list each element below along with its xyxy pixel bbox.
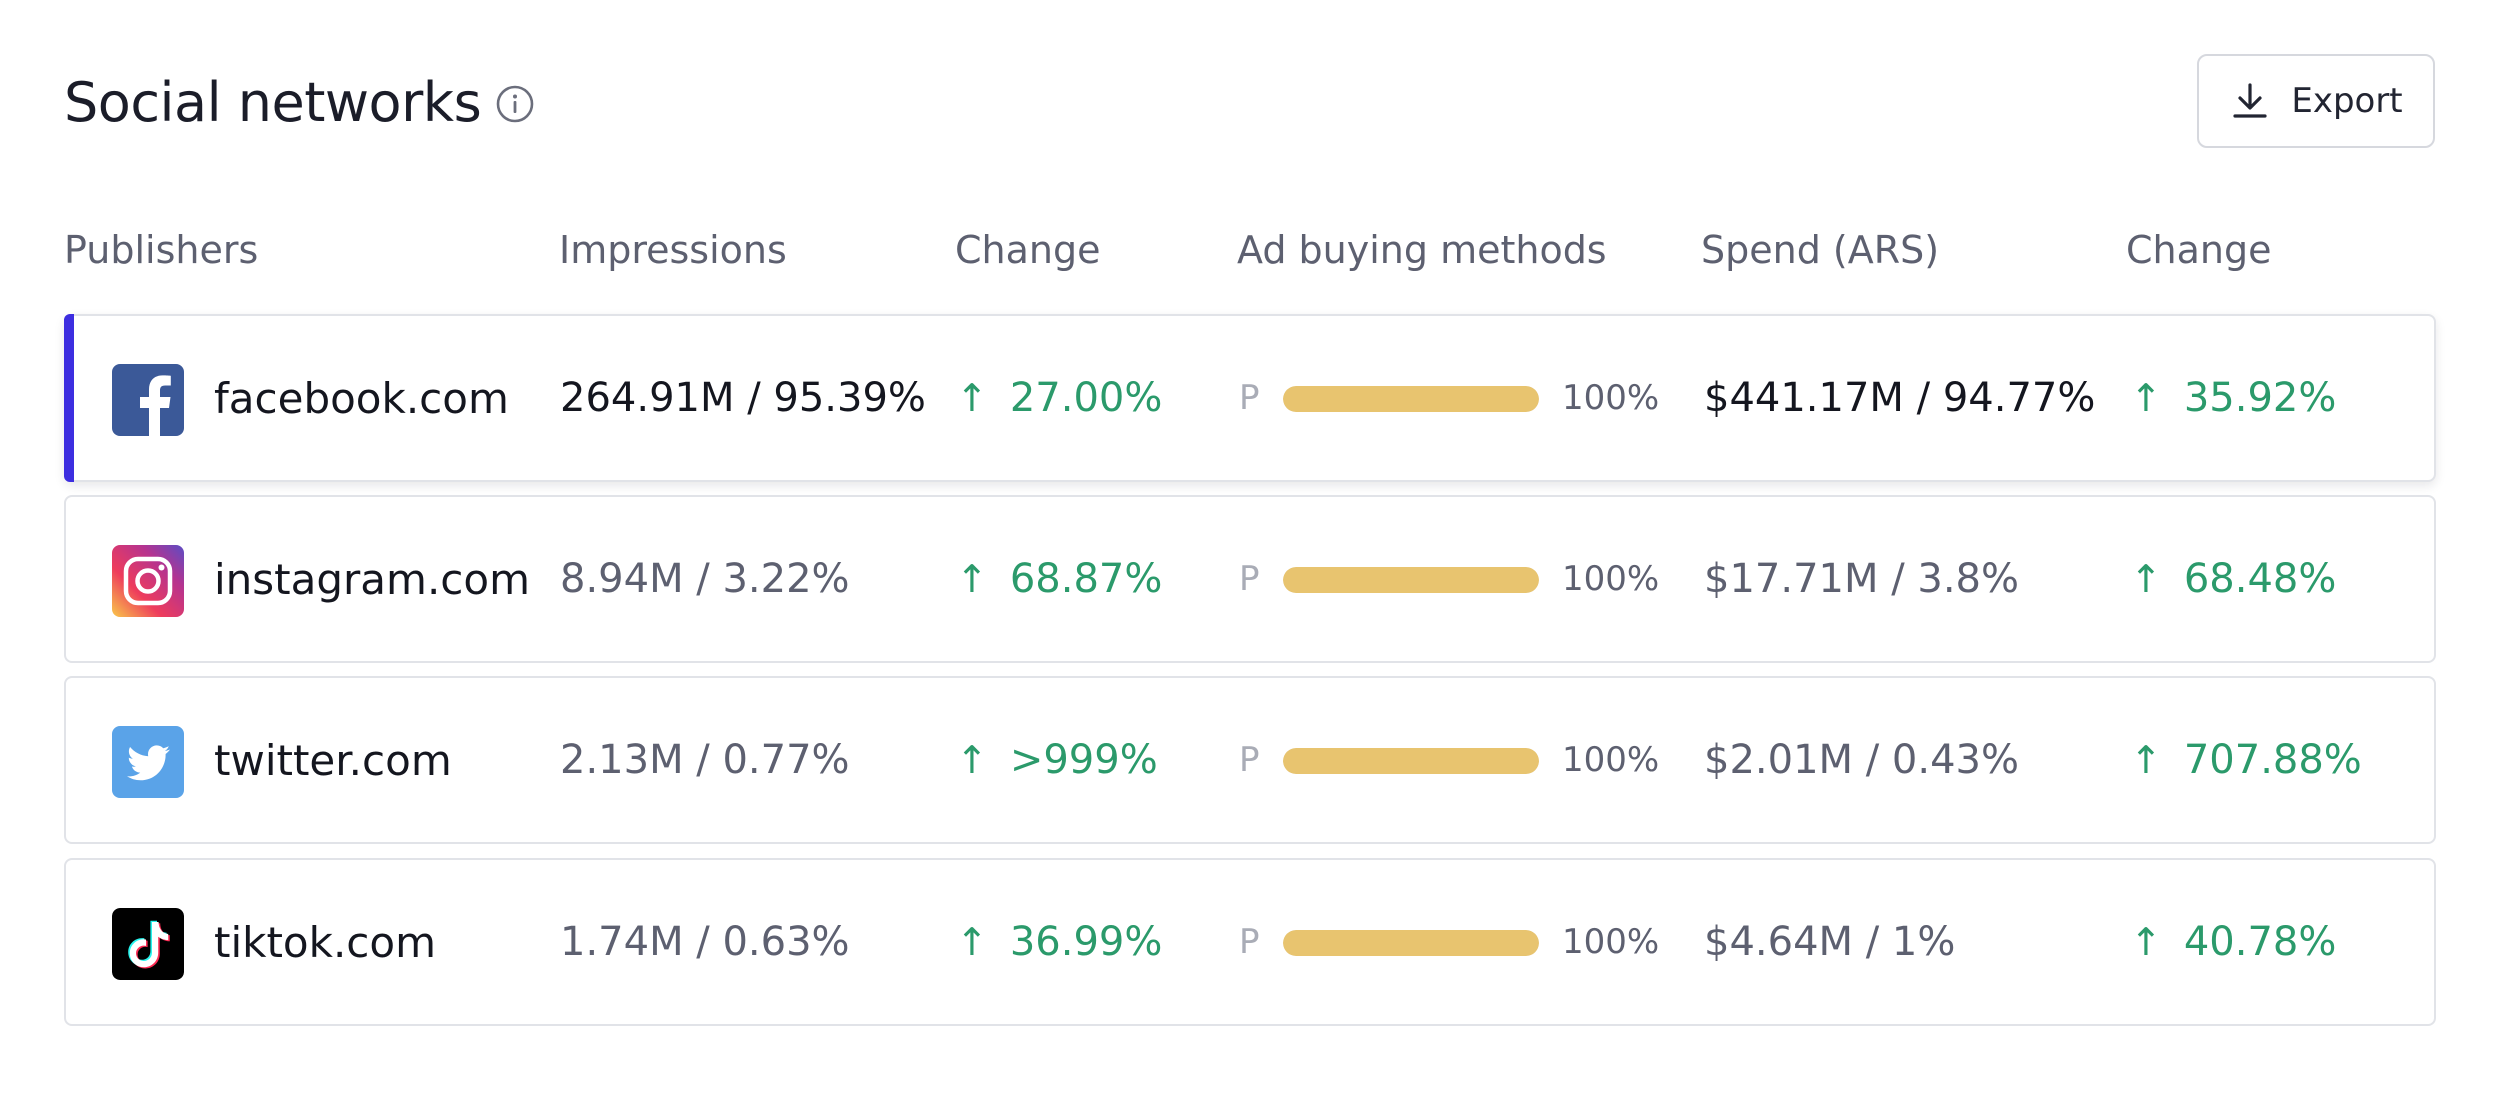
arrow-up-icon: ↑ <box>956 920 988 964</box>
table-row-instagram[interactable]: instagram.com 8.94M / 3.22% ↑ 68.87% P 1… <box>64 495 2436 663</box>
method-bar <box>1283 386 1539 412</box>
spend-value: $4.64M / 1% <box>1704 919 1956 965</box>
spend-change: ↑ 35.92% <box>2130 316 2336 480</box>
spend-change-value: 40.78% <box>2183 919 2337 965</box>
column-header-spend[interactable]: Spend (ARS) <box>1701 228 1940 272</box>
impressions-change: ↑ 36.99% <box>956 860 1162 1024</box>
method-bar-fill <box>1283 930 1539 956</box>
publisher-domain[interactable]: tiktok.com <box>214 917 436 967</box>
publisher-domain[interactable]: instagram.com <box>214 554 531 604</box>
impressions-change: ↑ >999% <box>956 678 1158 842</box>
arrow-up-icon: ↑ <box>2130 376 2162 420</box>
method-percent: 100% <box>1562 559 1660 599</box>
method-tag: P <box>1239 559 1260 599</box>
method-tag: P <box>1239 740 1260 780</box>
impressions-change: ↑ 68.87% <box>956 497 1162 661</box>
column-header-impressions[interactable]: Impressions <box>559 228 787 272</box>
method-tag: P <box>1239 922 1260 962</box>
page-title: Social networks <box>64 70 482 134</box>
info-circle-icon[interactable] <box>495 84 535 124</box>
method-bar <box>1283 748 1539 774</box>
column-header-ad-buying-methods[interactable]: Ad buying methods <box>1237 228 1607 272</box>
impressions-value: 8.94M / 3.22% <box>560 556 850 602</box>
arrow-up-icon: ↑ <box>956 557 988 601</box>
spend-value: $17.71M / 3.8% <box>1704 556 2019 602</box>
method-bar <box>1283 930 1539 956</box>
method-bar-fill <box>1283 386 1539 412</box>
export-button[interactable]: Export <box>2197 54 2435 148</box>
spend-value: $441.17M / 94.77% <box>1704 375 2096 421</box>
method-bar <box>1283 567 1539 593</box>
arrow-up-icon: ↑ <box>2130 557 2162 601</box>
arrow-up-icon: ↑ <box>956 376 988 420</box>
spend-change-value: 68.48% <box>2183 556 2337 602</box>
table-row-tiktok[interactable]: tiktok.com 1.74M / 0.63% ↑ 36.99% P 100%… <box>64 858 2436 1026</box>
impressions-change-value: >999% <box>1009 737 1158 783</box>
spend-change: ↑ 68.48% <box>2130 497 2336 661</box>
method-tag: P <box>1239 378 1260 418</box>
method-bar-fill <box>1283 748 1539 774</box>
table-row-twitter[interactable]: twitter.com 2.13M / 0.77% ↑ >999% P 100%… <box>64 676 2436 844</box>
spend-change: ↑ 40.78% <box>2130 860 2336 1024</box>
method-percent: 100% <box>1562 740 1660 780</box>
selected-row-indicator <box>64 314 74 482</box>
impressions-value: 1.74M / 0.63% <box>560 919 850 965</box>
column-header-spend-change[interactable]: Change <box>2126 228 2272 272</box>
impressions-change: ↑ 27.00% <box>956 316 1162 480</box>
spend-change-value: 707.88% <box>2183 737 2362 783</box>
instagram-icon <box>112 545 184 617</box>
table-row-facebook[interactable]: facebook.com 264.91M / 95.39% ↑ 27.00% P… <box>64 314 2436 482</box>
column-header-change[interactable]: Change <box>955 228 1101 272</box>
spend-value: $2.01M / 0.43% <box>1704 737 2019 783</box>
download-icon <box>2233 83 2267 118</box>
impressions-change-value: 27.00% <box>1009 375 1163 421</box>
facebook-icon <box>112 364 184 436</box>
publisher-domain[interactable]: twitter.com <box>214 735 452 785</box>
arrow-up-icon: ↑ <box>956 738 988 782</box>
impressions-value: 264.91M / 95.39% <box>560 375 926 421</box>
impressions-change-value: 68.87% <box>1009 556 1163 602</box>
spend-change: ↑ 707.88% <box>2130 678 2362 842</box>
method-bar-fill <box>1283 567 1539 593</box>
arrow-up-icon: ↑ <box>2130 920 2162 964</box>
tiktok-icon <box>112 908 184 980</box>
column-header-publishers[interactable]: Publishers <box>64 228 259 272</box>
arrow-up-icon: ↑ <box>2130 738 2162 782</box>
method-percent: 100% <box>1562 922 1660 962</box>
impressions-change-value: 36.99% <box>1009 919 1163 965</box>
export-label: Export <box>2291 81 2403 121</box>
twitter-icon <box>112 726 184 798</box>
header: Social networks <box>64 54 535 150</box>
impressions-value: 2.13M / 0.77% <box>560 737 850 783</box>
method-percent: 100% <box>1562 378 1660 418</box>
publisher-domain[interactable]: facebook.com <box>214 373 509 423</box>
spend-change-value: 35.92% <box>2183 375 2337 421</box>
